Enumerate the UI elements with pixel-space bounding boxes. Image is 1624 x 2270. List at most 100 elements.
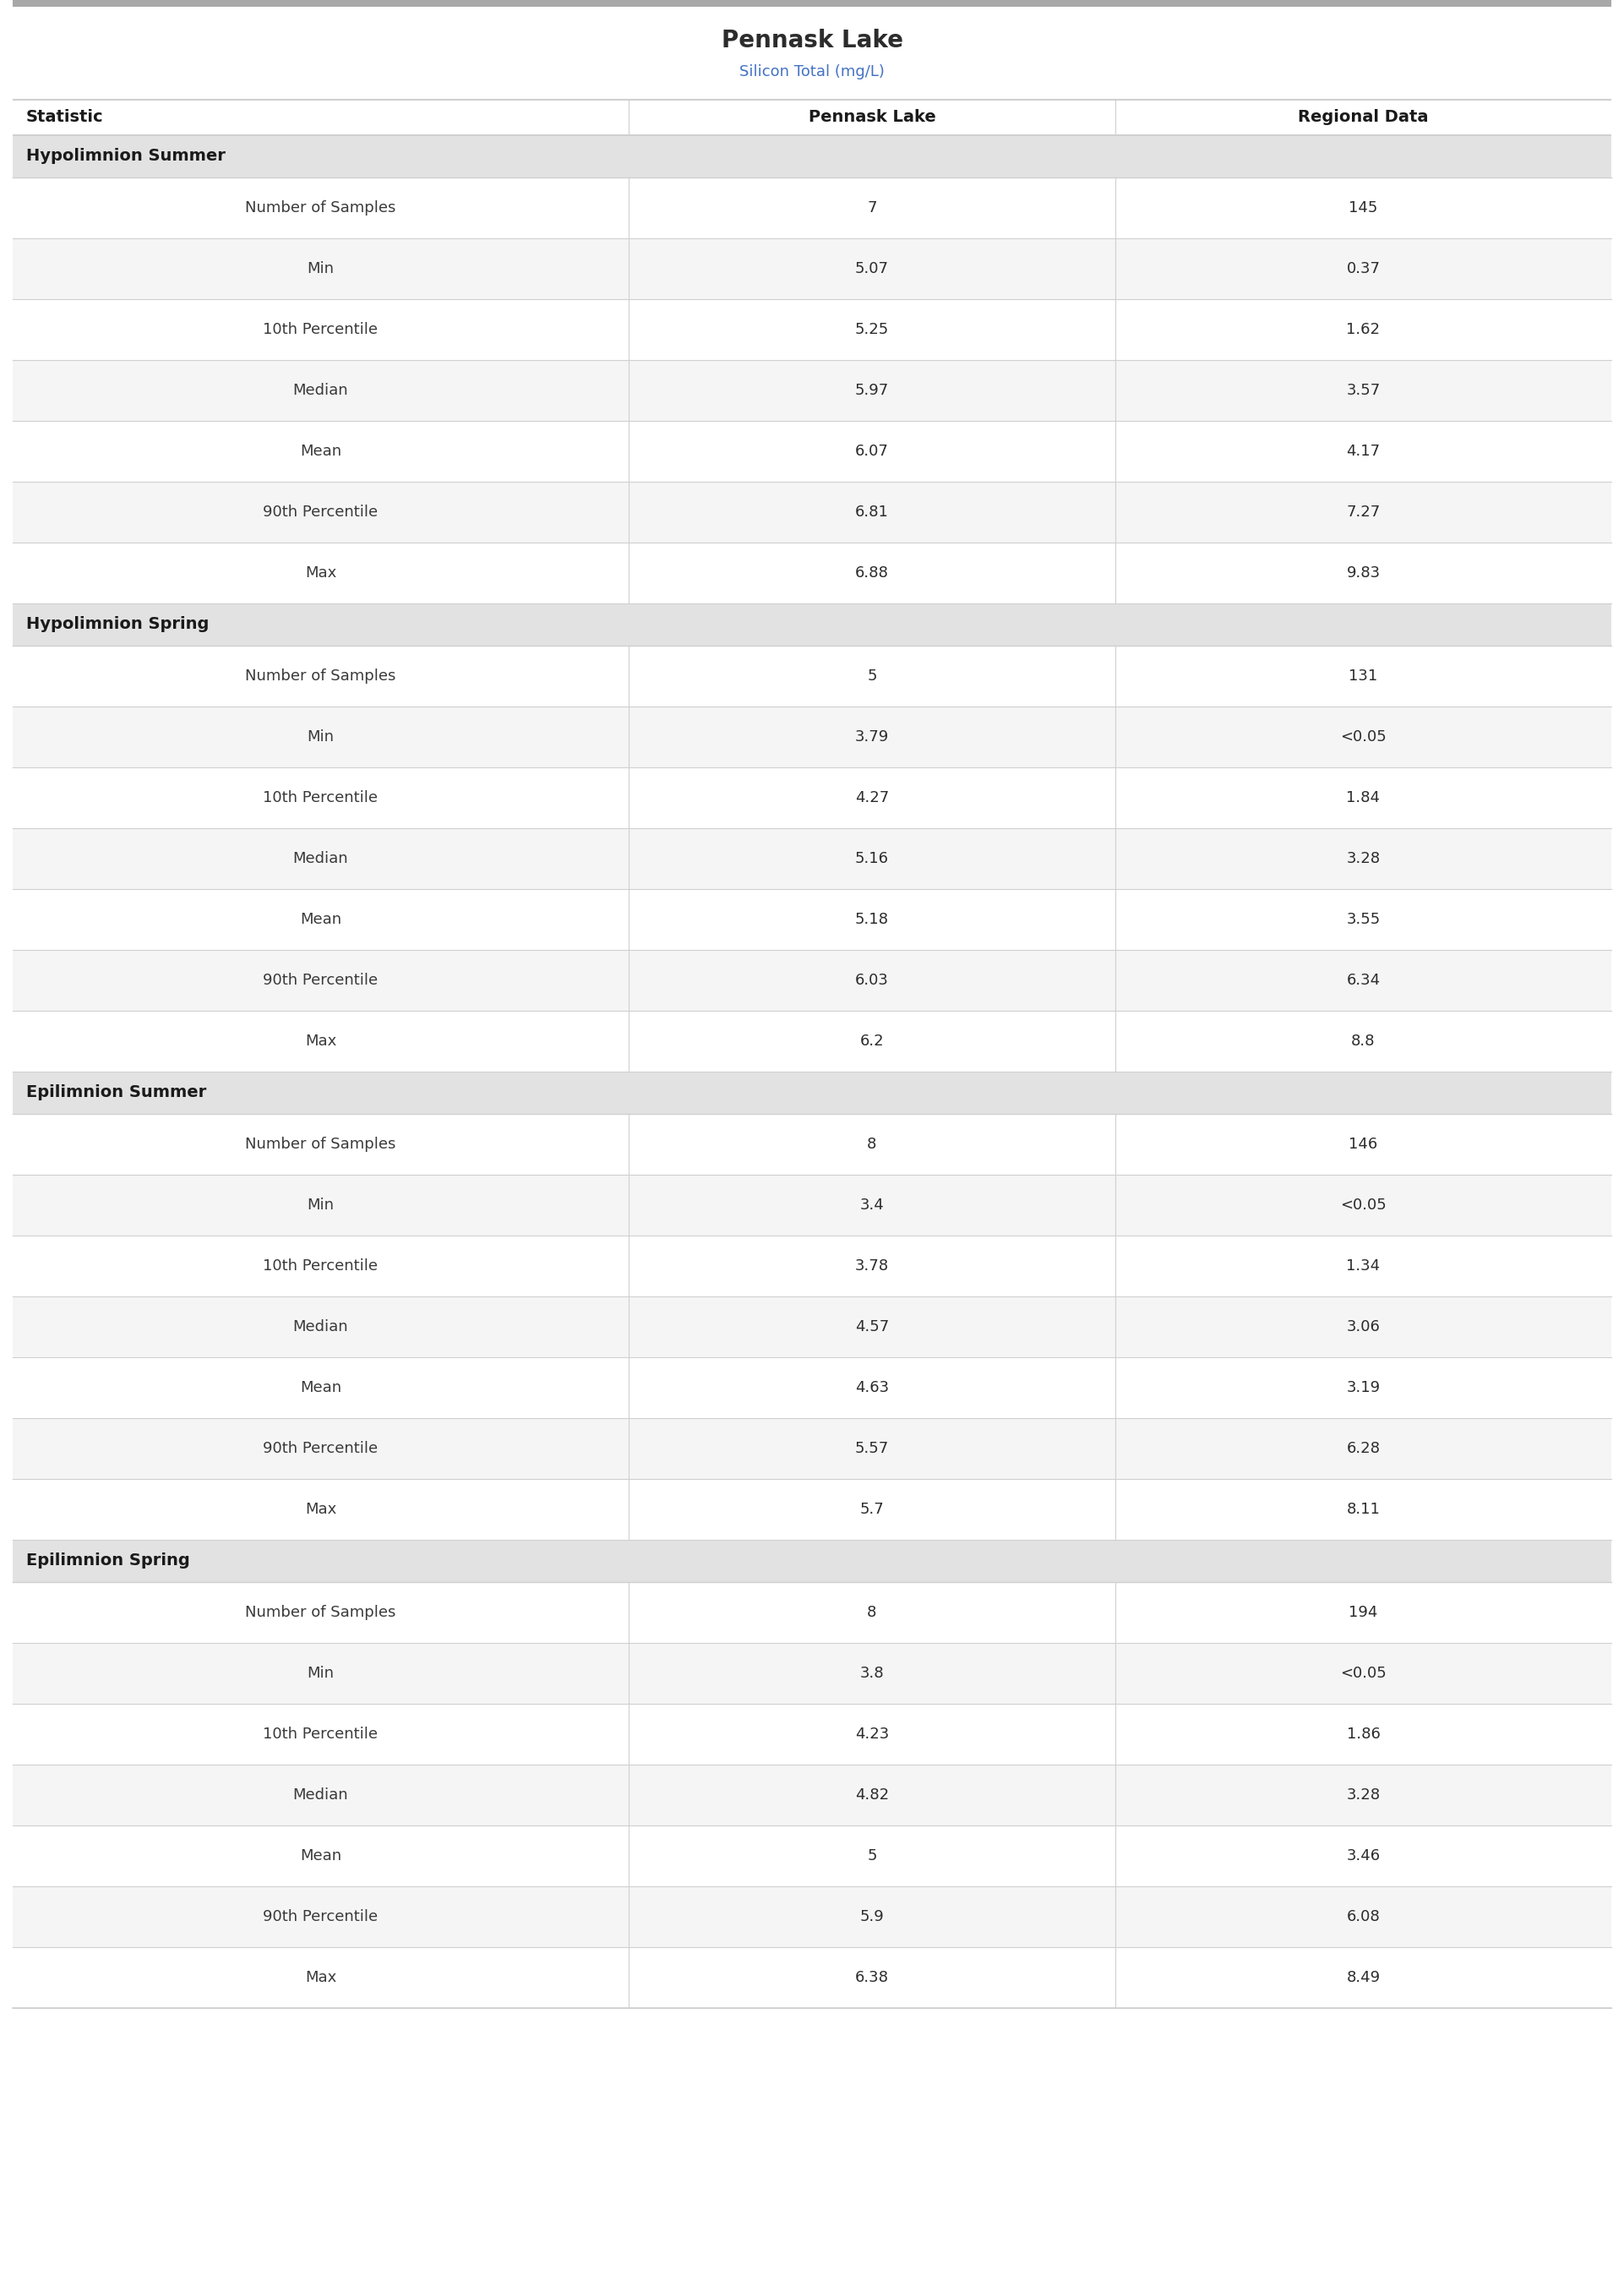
Bar: [13, 890, 1611, 949]
Text: 146: 146: [1350, 1137, 1377, 1151]
Text: Hypolimnion Spring: Hypolimnion Spring: [26, 617, 209, 633]
Text: 5.25: 5.25: [854, 322, 888, 338]
Text: Median: Median: [292, 1786, 348, 1802]
Text: 10th Percentile: 10th Percentile: [263, 1258, 378, 1273]
Bar: [13, 0, 1611, 7]
Text: 3.28: 3.28: [1346, 1786, 1380, 1802]
Text: 6.34: 6.34: [1346, 974, 1380, 987]
Bar: [13, 949, 1611, 1010]
Text: 3.28: 3.28: [1346, 851, 1380, 867]
Text: Number of Samples: Number of Samples: [245, 200, 396, 216]
Text: 4.17: 4.17: [1346, 443, 1380, 459]
Bar: [13, 1235, 1611, 1296]
Text: 6.38: 6.38: [854, 1970, 888, 1986]
Text: 5.57: 5.57: [854, 1441, 888, 1455]
Text: Min: Min: [307, 1666, 335, 1682]
Text: Hypolimnion Summer: Hypolimnion Summer: [26, 148, 226, 163]
Text: 3.57: 3.57: [1346, 384, 1380, 397]
Text: 0.37: 0.37: [1346, 261, 1380, 277]
Bar: [13, 1419, 1611, 1480]
Text: 1.84: 1.84: [1346, 790, 1380, 806]
Bar: [13, 361, 1611, 420]
Bar: [13, 645, 1611, 706]
Bar: [13, 604, 1611, 645]
Text: <0.05: <0.05: [1340, 729, 1387, 745]
Bar: [13, 177, 1611, 238]
Text: 6.2: 6.2: [859, 1033, 883, 1049]
Bar: [13, 1115, 1611, 1174]
Text: Min: Min: [307, 261, 335, 277]
Text: 5.97: 5.97: [854, 384, 888, 397]
Text: Epilimnion Summer: Epilimnion Summer: [26, 1085, 206, 1101]
Text: 1.62: 1.62: [1346, 322, 1380, 338]
Text: 194: 194: [1350, 1605, 1377, 1621]
Text: Number of Samples: Number of Samples: [245, 667, 396, 683]
Text: 6.07: 6.07: [856, 443, 888, 459]
Text: 4.63: 4.63: [854, 1380, 888, 1396]
Text: Median: Median: [292, 1319, 348, 1335]
Text: 8.8: 8.8: [1351, 1033, 1376, 1049]
Bar: [13, 238, 1611, 300]
Text: 4.82: 4.82: [854, 1786, 888, 1802]
Text: 4.27: 4.27: [854, 790, 888, 806]
Text: 3.55: 3.55: [1346, 913, 1380, 926]
Bar: [13, 829, 1611, 890]
Text: 3.8: 3.8: [859, 1666, 883, 1682]
Text: 5.9: 5.9: [859, 1909, 883, 1925]
Bar: [13, 1948, 1611, 2009]
Text: 5.18: 5.18: [854, 913, 888, 926]
Text: 8: 8: [867, 1605, 877, 1621]
Text: 90th Percentile: 90th Percentile: [263, 974, 378, 987]
Bar: [13, 1705, 1611, 1764]
Bar: [13, 420, 1611, 481]
Text: Epilimnion Spring: Epilimnion Spring: [26, 1553, 190, 1569]
Bar: [13, 1071, 1611, 1115]
Text: Number of Samples: Number of Samples: [245, 1605, 396, 1621]
Text: Max: Max: [305, 1503, 336, 1516]
Text: 1.86: 1.86: [1346, 1727, 1380, 1741]
Bar: [13, 1764, 1611, 1825]
Text: Number of Samples: Number of Samples: [245, 1137, 396, 1151]
Text: 6.03: 6.03: [856, 974, 888, 987]
Text: Max: Max: [305, 1970, 336, 1986]
Text: Median: Median: [292, 851, 348, 867]
Bar: [13, 1886, 1611, 1948]
Text: 9.83: 9.83: [1346, 565, 1380, 581]
Text: 145: 145: [1350, 200, 1377, 216]
Text: 4.23: 4.23: [854, 1727, 888, 1741]
Text: 90th Percentile: 90th Percentile: [263, 1441, 378, 1455]
Text: 8: 8: [867, 1137, 877, 1151]
Text: Mean: Mean: [300, 913, 341, 926]
Text: Mean: Mean: [300, 1380, 341, 1396]
Text: 6.28: 6.28: [1346, 1441, 1380, 1455]
Text: Mean: Mean: [300, 443, 341, 459]
Text: 6.08: 6.08: [1346, 1909, 1380, 1925]
Bar: [13, 767, 1611, 829]
Text: 5.16: 5.16: [854, 851, 888, 867]
Bar: [13, 1582, 1611, 1643]
Text: 3.19: 3.19: [1346, 1380, 1380, 1396]
Bar: [13, 136, 1611, 177]
Bar: [13, 1296, 1611, 1357]
Text: Silicon Total (mg/L): Silicon Total (mg/L): [739, 64, 885, 79]
Text: 10th Percentile: 10th Percentile: [263, 322, 378, 338]
Text: 3.78: 3.78: [854, 1258, 888, 1273]
Text: 7.27: 7.27: [1346, 504, 1380, 520]
Bar: [13, 1174, 1611, 1235]
Bar: [13, 1643, 1611, 1705]
Text: 5.7: 5.7: [859, 1503, 883, 1516]
Text: 90th Percentile: 90th Percentile: [263, 1909, 378, 1925]
Text: 3.06: 3.06: [1346, 1319, 1380, 1335]
Bar: [13, 300, 1611, 361]
Text: Max: Max: [305, 565, 336, 581]
Text: 5: 5: [867, 667, 877, 683]
Text: 5.07: 5.07: [854, 261, 888, 277]
Bar: [13, 1480, 1611, 1539]
Text: 6.88: 6.88: [856, 565, 888, 581]
Text: Max: Max: [305, 1033, 336, 1049]
Text: Min: Min: [307, 729, 335, 745]
Text: 5: 5: [867, 1848, 877, 1864]
Text: <0.05: <0.05: [1340, 1666, 1387, 1682]
Text: 10th Percentile: 10th Percentile: [263, 1727, 378, 1741]
Bar: [13, 1010, 1611, 1071]
